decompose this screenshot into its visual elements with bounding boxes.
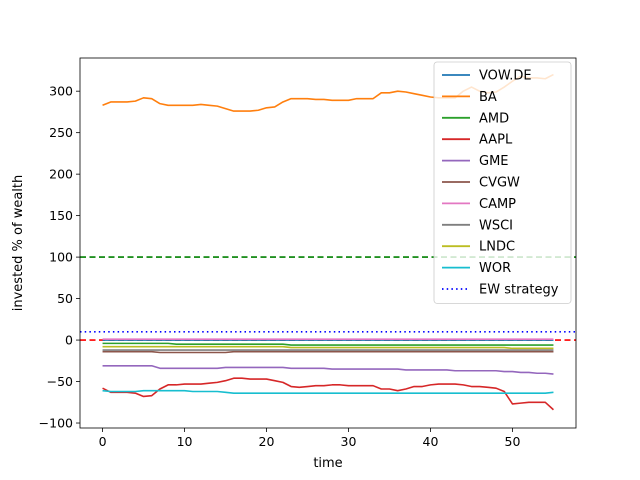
- legend-label: VOW.DE: [479, 69, 532, 84]
- legend-label: AMD: [479, 111, 509, 126]
- y-axis-label: invested % of wealth: [11, 175, 26, 312]
- series-line: [102, 345, 554, 350]
- legend-label: AAPL: [479, 133, 513, 148]
- series-lines: [102, 73, 554, 411]
- legend-label: WOR: [479, 261, 511, 276]
- legend-label: EW strategy: [479, 283, 559, 298]
- x-axis: 0 10 20 30 40 50: [99, 428, 521, 449]
- legend-label: WSCI: [479, 218, 513, 233]
- y-tick-label: 100: [49, 250, 73, 265]
- x-tick-label: 40: [423, 434, 439, 449]
- x-tick-label: 10: [177, 434, 193, 449]
- series-line: [102, 350, 554, 354]
- legend-label: CVGW: [479, 176, 520, 191]
- y-tick-label: 150: [49, 208, 73, 223]
- y-tick-label: 300: [49, 84, 73, 99]
- y-tick-label: 250: [49, 125, 73, 140]
- x-axis-label: time: [313, 456, 342, 471]
- x-tick-label: 30: [341, 434, 357, 449]
- series-line: [102, 389, 554, 394]
- y-tick-label: 200: [49, 167, 73, 182]
- legend-box: [433, 61, 572, 304]
- y-tick-label: 0: [65, 333, 73, 348]
- x-tick-label: 50: [505, 434, 521, 449]
- legend-label: GME: [479, 154, 509, 169]
- y-tick-label: −50: [47, 374, 73, 389]
- plot-frame: [79, 57, 577, 429]
- legend-label: LNDC: [479, 240, 515, 255]
- legend-label: BA: [479, 90, 497, 105]
- series-line: [102, 364, 554, 375]
- legend-label: CAMP: [479, 197, 516, 212]
- x-tick-label: 0: [99, 434, 107, 449]
- y-axis: −100 −50 0 50 100 150 200 250 300: [39, 84, 80, 431]
- x-tick-label: 20: [259, 434, 275, 449]
- series-line: [102, 342, 554, 346]
- series-line: [102, 377, 554, 411]
- legend: VOW.DE BA AMD AAPL GME CVGW CAMP WSCI LNDC WOR EW …: [433, 61, 572, 304]
- y-tick-label: −100: [39, 416, 73, 431]
- y-tick-label: 50: [57, 291, 73, 306]
